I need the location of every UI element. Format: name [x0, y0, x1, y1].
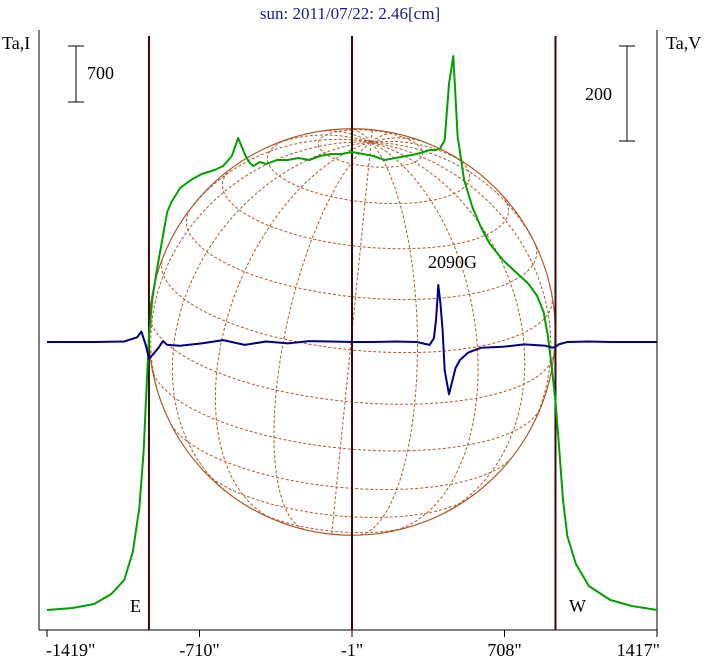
left-axis-label: Ta,I	[2, 33, 30, 53]
disk-latitude-line	[185, 209, 538, 301]
chart-title: sun: 2011/07/22: 2.46[cm]	[260, 4, 440, 23]
stokes-i-series-line	[46, 55, 658, 611]
disk-longitude-line	[214, 141, 372, 520]
x-axis-ticks: -1419" -710" -1" 708" 1417"	[46, 630, 660, 660]
disk-latitude-line	[221, 168, 510, 250]
plot-frame	[38, 30, 658, 631]
scale-bar-right: 200	[585, 45, 635, 142]
disk-longitude-line	[371, 140, 473, 169]
right-axis-label: Ta,V	[666, 33, 701, 53]
disk-longitude-line	[370, 132, 397, 143]
x-tick-label: -1"	[341, 640, 363, 660]
x-tick-label: -710"	[179, 640, 219, 660]
vertical-marker-lines	[147, 36, 557, 630]
disk-latitude-line	[203, 471, 470, 518]
x-tick-label: 1417"	[617, 640, 660, 660]
disk-longitude-line	[371, 141, 552, 439]
series-lines	[46, 55, 658, 611]
disk-latitude-line	[266, 137, 471, 205]
disk-longitude-line	[359, 141, 419, 536]
limb-west-label: W	[569, 596, 586, 616]
disk-latitude-line	[149, 314, 555, 405]
disk-longitude-line	[266, 134, 372, 149]
disk-longitude-line	[370, 137, 425, 143]
x-tick-label: 708"	[487, 640, 521, 660]
disk-longitude-line	[370, 129, 373, 143]
disk-latitude-line	[257, 511, 409, 534]
disk-longitude-line	[273, 141, 372, 530]
disk-latitude-line	[160, 260, 553, 354]
disk-latitude-line	[151, 368, 542, 452]
disk-longitude-line	[347, 128, 372, 143]
disk-longitude-line	[371, 141, 540, 254]
scale-bar-left-label: 700	[87, 63, 114, 83]
scale-bar-right-label: 200	[585, 84, 612, 104]
scale-bar-left: 700	[68, 45, 114, 103]
disk-longitude-line	[150, 141, 372, 403]
x-tick-label: -1419"	[46, 640, 95, 660]
disk-longitude-line	[370, 141, 479, 532]
disk-longitude-line	[183, 138, 372, 218]
disk-latitude-line	[170, 424, 512, 491]
stokes-v-series-line	[47, 284, 657, 396]
disk-longitude-line	[331, 141, 372, 535]
limb-east-label: E	[130, 596, 141, 616]
annotation-2090g: 2090G	[428, 252, 477, 272]
disk-longitude-line	[318, 130, 372, 143]
solar-disk-grid	[148, 128, 556, 536]
